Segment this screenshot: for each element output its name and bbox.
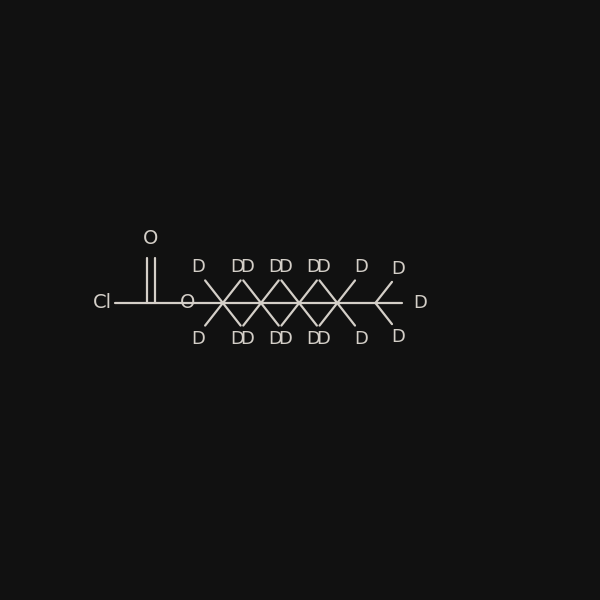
Text: D: D (392, 260, 406, 278)
Text: O: O (179, 293, 195, 313)
Text: D: D (413, 294, 427, 312)
Text: D: D (278, 329, 292, 347)
Text: D: D (230, 329, 244, 347)
Text: D: D (240, 259, 254, 277)
Text: D: D (355, 329, 368, 347)
Text: D: D (230, 259, 244, 277)
Text: D: D (191, 259, 206, 277)
Text: D: D (392, 328, 406, 346)
Text: D: D (316, 329, 331, 347)
Text: D: D (316, 259, 331, 277)
Text: D: D (355, 259, 368, 277)
Text: D: D (278, 259, 292, 277)
Text: Cl: Cl (93, 293, 112, 313)
Text: D: D (306, 329, 320, 347)
Text: O: O (143, 229, 158, 248)
Text: D: D (268, 329, 282, 347)
Text: D: D (306, 259, 320, 277)
Text: D: D (268, 259, 282, 277)
Text: D: D (191, 329, 206, 347)
Text: D: D (240, 329, 254, 347)
